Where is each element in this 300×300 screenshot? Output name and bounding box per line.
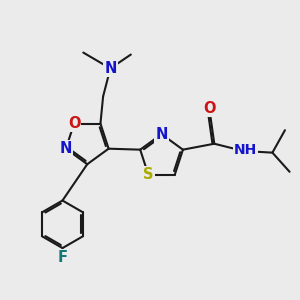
Text: F: F	[58, 250, 68, 266]
Text: S: S	[143, 167, 154, 182]
Text: N: N	[104, 61, 116, 76]
Text: N: N	[60, 141, 72, 156]
Text: O: O	[203, 101, 216, 116]
Text: NH: NH	[234, 143, 257, 157]
Text: O: O	[68, 116, 80, 131]
Text: N: N	[155, 127, 168, 142]
